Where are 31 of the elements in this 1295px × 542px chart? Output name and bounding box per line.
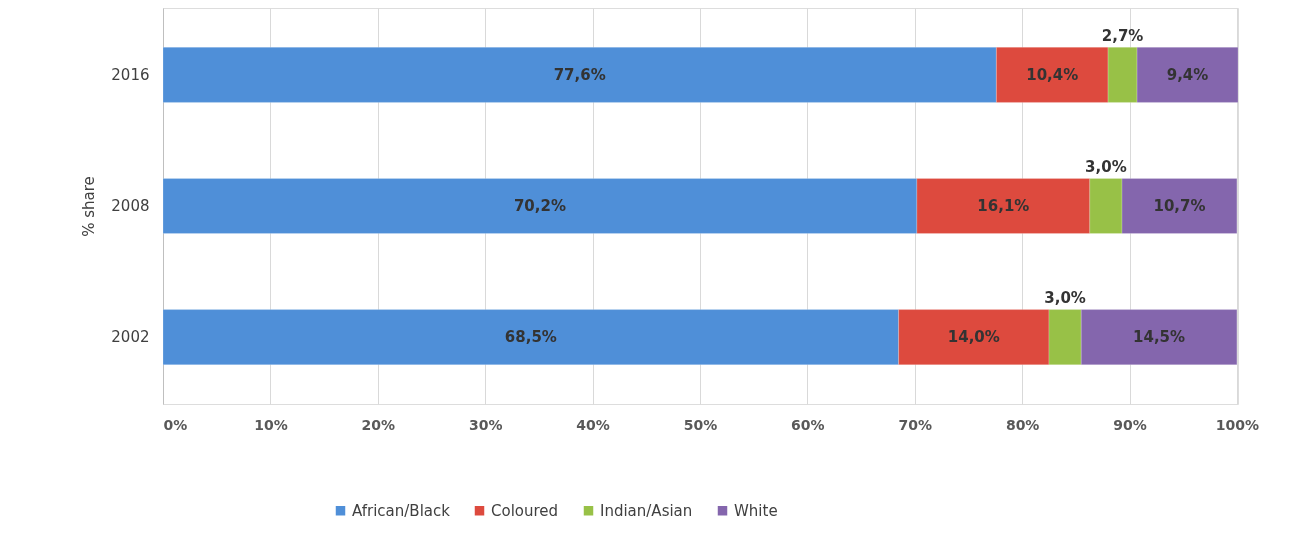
data-label: 77,6% (553, 65, 606, 84)
x-tick-label: 90% (1113, 416, 1147, 433)
x-tick-label: 20% (361, 416, 396, 433)
legend-label: White (734, 501, 778, 520)
x-tick-label: 70% (898, 416, 933, 433)
data-label: 3,0% (1044, 289, 1086, 308)
x-tick-label: 100% (1215, 416, 1260, 433)
data-label: 14,5% (1133, 328, 1186, 347)
y-tick-label: 2016 (111, 65, 150, 84)
x-tick-label: 0% (163, 416, 188, 433)
legend-label: Coloured (491, 501, 559, 520)
data-label: 16,1% (977, 197, 1030, 215)
legend-label: Indian/Asian (600, 501, 693, 520)
data-label: 68,5% (504, 328, 557, 347)
data-label: 2,7% (1101, 27, 1144, 46)
y-tick-label: 2008 (111, 197, 150, 215)
legend-label: African/Black (352, 501, 451, 520)
data-label: 70,2% (513, 197, 566, 215)
x-tick-label: 10% (254, 416, 288, 433)
y-axis-title: % share (80, 176, 99, 237)
x-tick-label: 60% (791, 416, 825, 433)
data-label: 14,0% (947, 328, 1000, 347)
data-label: 9,4% (1166, 65, 1209, 84)
x-tick-label: 50% (683, 416, 718, 433)
data-label: 3,0% (1085, 158, 1127, 177)
data-label: 10,7% (1153, 197, 1206, 215)
x-tick-label: 30% (468, 416, 503, 433)
x-tick-label: 40% (576, 416, 610, 433)
x-tick-label: 80% (1005, 416, 1040, 433)
y-tick-label: 2002 (111, 328, 150, 347)
data-label: 10,4% (1026, 65, 1079, 84)
